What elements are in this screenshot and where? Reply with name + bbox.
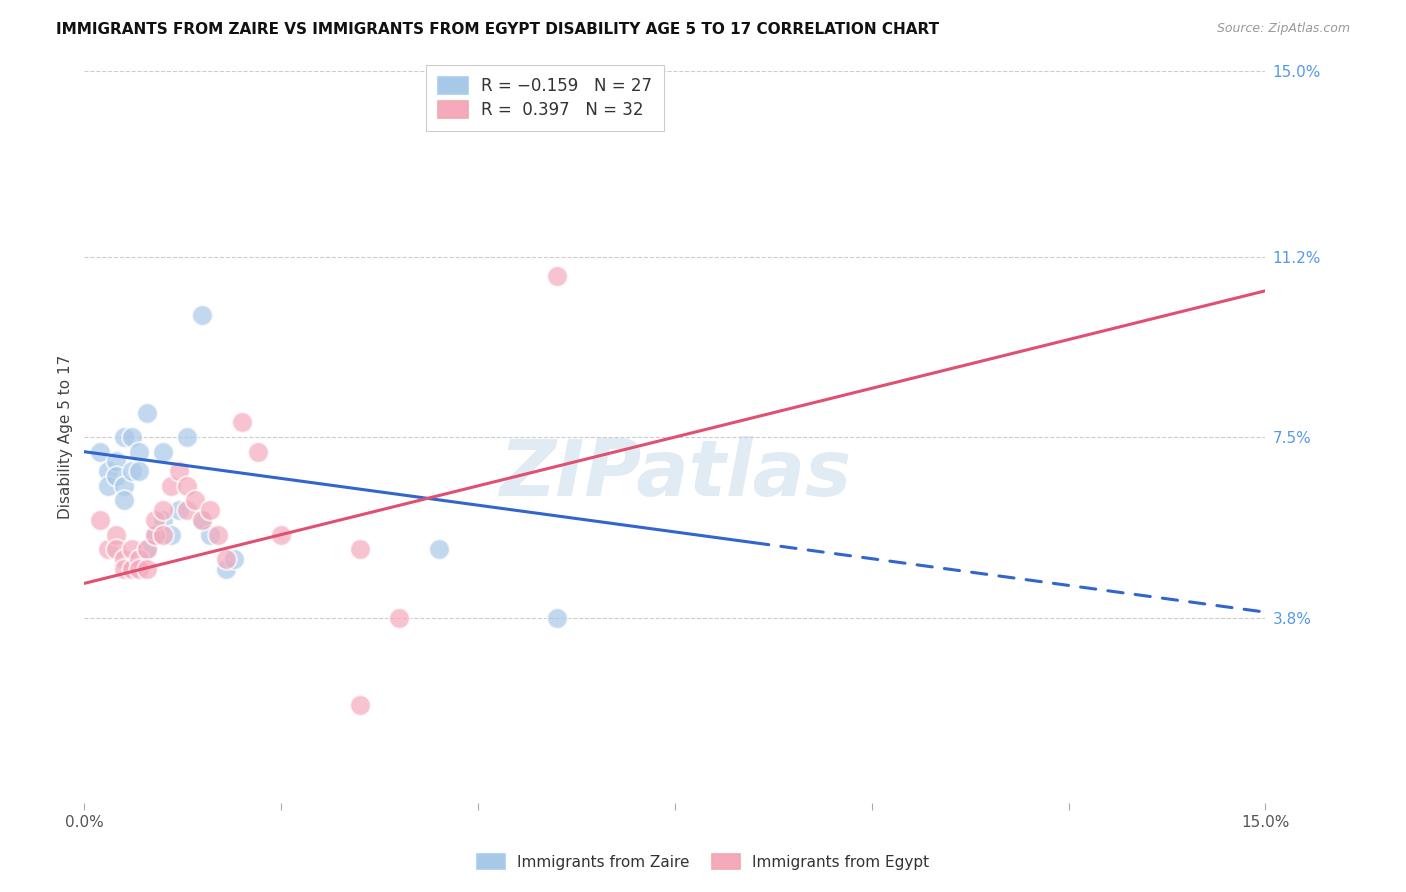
Point	[121, 542, 143, 557]
Point	[167, 503, 190, 517]
Point	[143, 513, 166, 527]
Point	[349, 542, 371, 557]
Point	[121, 430, 143, 444]
Point	[97, 464, 120, 478]
Point	[246, 444, 269, 458]
Point	[152, 503, 174, 517]
Point	[207, 527, 229, 541]
Point	[200, 527, 222, 541]
Point	[215, 562, 238, 576]
Point	[128, 552, 150, 566]
Point	[112, 479, 135, 493]
Text: ZIPatlas: ZIPatlas	[499, 435, 851, 512]
Point	[270, 527, 292, 541]
Point	[349, 698, 371, 713]
Point	[104, 469, 127, 483]
Point	[112, 552, 135, 566]
Point	[191, 513, 214, 527]
Point	[183, 493, 205, 508]
Point	[176, 503, 198, 517]
Point	[128, 444, 150, 458]
Point	[160, 527, 183, 541]
Point	[112, 430, 135, 444]
Point	[546, 269, 568, 284]
Point	[97, 479, 120, 493]
Point	[112, 562, 135, 576]
Point	[546, 610, 568, 624]
Point	[167, 464, 190, 478]
Point	[136, 406, 159, 420]
Point	[121, 562, 143, 576]
Point	[388, 610, 411, 624]
Point	[89, 444, 111, 458]
Legend: Immigrants from Zaire, Immigrants from Egypt: Immigrants from Zaire, Immigrants from E…	[470, 846, 936, 877]
Point	[121, 464, 143, 478]
Point	[136, 562, 159, 576]
Point	[231, 416, 253, 430]
Point	[200, 503, 222, 517]
Point	[160, 479, 183, 493]
Point	[128, 562, 150, 576]
Point	[222, 552, 245, 566]
Point	[143, 527, 166, 541]
Y-axis label: Disability Age 5 to 17: Disability Age 5 to 17	[58, 355, 73, 519]
Point	[143, 527, 166, 541]
Point	[152, 513, 174, 527]
Point	[128, 464, 150, 478]
Point	[97, 542, 120, 557]
Point	[152, 527, 174, 541]
Point	[215, 552, 238, 566]
Point	[191, 308, 214, 322]
Point	[112, 493, 135, 508]
Text: Source: ZipAtlas.com: Source: ZipAtlas.com	[1216, 22, 1350, 36]
Text: IMMIGRANTS FROM ZAIRE VS IMMIGRANTS FROM EGYPT DISABILITY AGE 5 TO 17 CORRELATIO: IMMIGRANTS FROM ZAIRE VS IMMIGRANTS FROM…	[56, 22, 939, 37]
Point	[104, 454, 127, 468]
Point	[191, 513, 214, 527]
Point	[176, 430, 198, 444]
Legend: R = −0.159   N = 27, R =  0.397   N = 32: R = −0.159 N = 27, R = 0.397 N = 32	[426, 65, 664, 130]
Point	[89, 513, 111, 527]
Point	[104, 527, 127, 541]
Point	[136, 542, 159, 557]
Point	[136, 542, 159, 557]
Point	[104, 542, 127, 557]
Point	[176, 479, 198, 493]
Point	[152, 444, 174, 458]
Point	[427, 542, 450, 557]
